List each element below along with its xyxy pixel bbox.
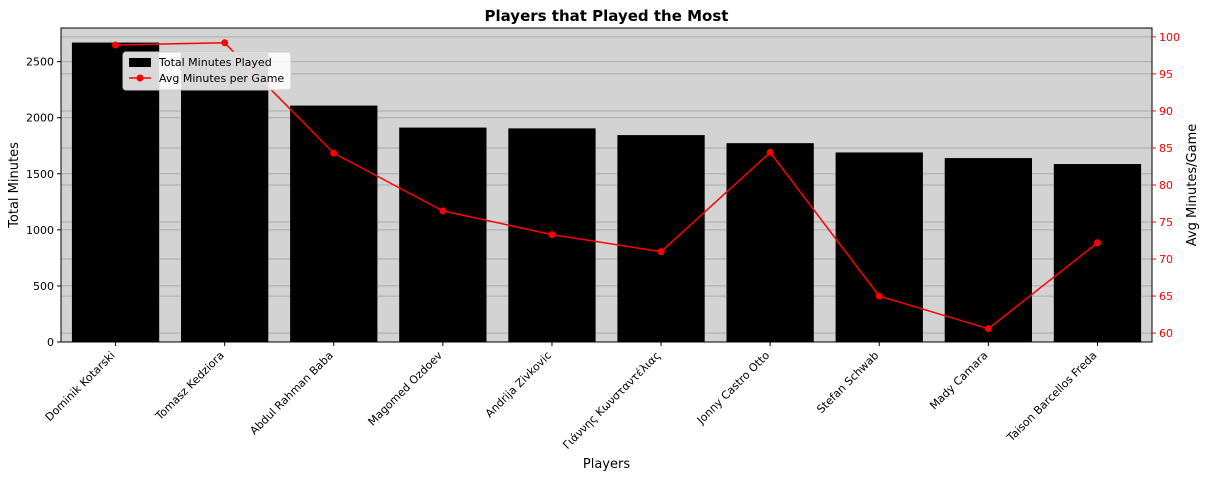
x-tick-label: Mady Camara bbox=[927, 349, 990, 412]
chart-title: Players that Played the Most bbox=[485, 7, 729, 25]
y-axis-title: Total Minutes bbox=[7, 142, 22, 229]
bar bbox=[399, 127, 487, 342]
y-tick-label: 1500 bbox=[26, 168, 54, 181]
legend-label-line: Avg Minutes per Game bbox=[159, 72, 284, 85]
x-tick-label: Jonny Castro Otto bbox=[694, 349, 773, 428]
bar bbox=[617, 135, 705, 342]
y-tick-label: 2500 bbox=[26, 56, 54, 69]
x-tick-label: Taison Barcellos Freda bbox=[1004, 349, 1100, 445]
avg-line-point bbox=[439, 207, 447, 215]
legend-line-marker bbox=[136, 74, 144, 82]
avg-line-point bbox=[766, 148, 774, 156]
y2-tick-label: 90 bbox=[1159, 105, 1173, 118]
y-tick-label: 1000 bbox=[26, 224, 54, 237]
bar bbox=[835, 152, 923, 342]
x-tick-label: Abdul Rahman Baba bbox=[247, 349, 335, 437]
y2-tick-label: 70 bbox=[1159, 253, 1173, 266]
x-axis-title: Players bbox=[583, 457, 630, 472]
avg-line-point bbox=[984, 325, 992, 333]
y-tick-label: 2000 bbox=[26, 112, 54, 125]
y2-tick-label: 95 bbox=[1159, 68, 1173, 81]
bar bbox=[71, 42, 160, 342]
avg-line-point bbox=[1093, 239, 1101, 247]
y2-tick-label: 60 bbox=[1159, 327, 1173, 340]
x-tick-label: Andrija Zivkovic bbox=[483, 349, 554, 420]
bar bbox=[181, 52, 269, 342]
y-tick-label: 500 bbox=[33, 280, 54, 293]
bar bbox=[290, 105, 378, 342]
x-tick-label: Dominik Kotarski bbox=[43, 349, 118, 424]
bar bbox=[1053, 164, 1142, 342]
legend-box bbox=[122, 51, 292, 91]
y2-tick-label: 85 bbox=[1159, 142, 1173, 155]
y2-tick-label: 80 bbox=[1159, 179, 1173, 192]
bars bbox=[71, 42, 1142, 342]
legend: Total Minutes Played Avg Minutes per Game bbox=[122, 51, 292, 91]
y2-axis-title: Avg Minutes/Game bbox=[1185, 124, 1200, 246]
legend-label-bars: Total Minutes Played bbox=[158, 56, 272, 69]
x-tick-label: Stefan Schwab bbox=[814, 349, 881, 416]
x-tick-label: Γιάννης Κωνσταντέλιας bbox=[560, 349, 663, 452]
bar bbox=[944, 158, 1032, 342]
bar bbox=[726, 143, 814, 342]
legend-bar-swatch bbox=[129, 58, 151, 67]
avg-line-path bbox=[115, 42, 1098, 330]
avg-line-point bbox=[330, 149, 338, 157]
avg-line-point bbox=[875, 292, 883, 300]
y2-tick-label: 75 bbox=[1159, 216, 1173, 229]
x-tick-label: Magomed Ozdoev bbox=[366, 349, 446, 429]
x-tick-label: Tomasz Kedziora bbox=[152, 349, 226, 423]
y2-tick-label: 100 bbox=[1159, 31, 1180, 44]
avg-line-point bbox=[221, 39, 229, 47]
avg-line-point bbox=[548, 231, 556, 239]
y2-tick-label: 65 bbox=[1159, 290, 1173, 303]
avg-line bbox=[112, 39, 1101, 333]
avg-line-point bbox=[657, 248, 665, 256]
y-tick-label: 0 bbox=[47, 336, 54, 349]
avg-line-point bbox=[112, 41, 120, 49]
